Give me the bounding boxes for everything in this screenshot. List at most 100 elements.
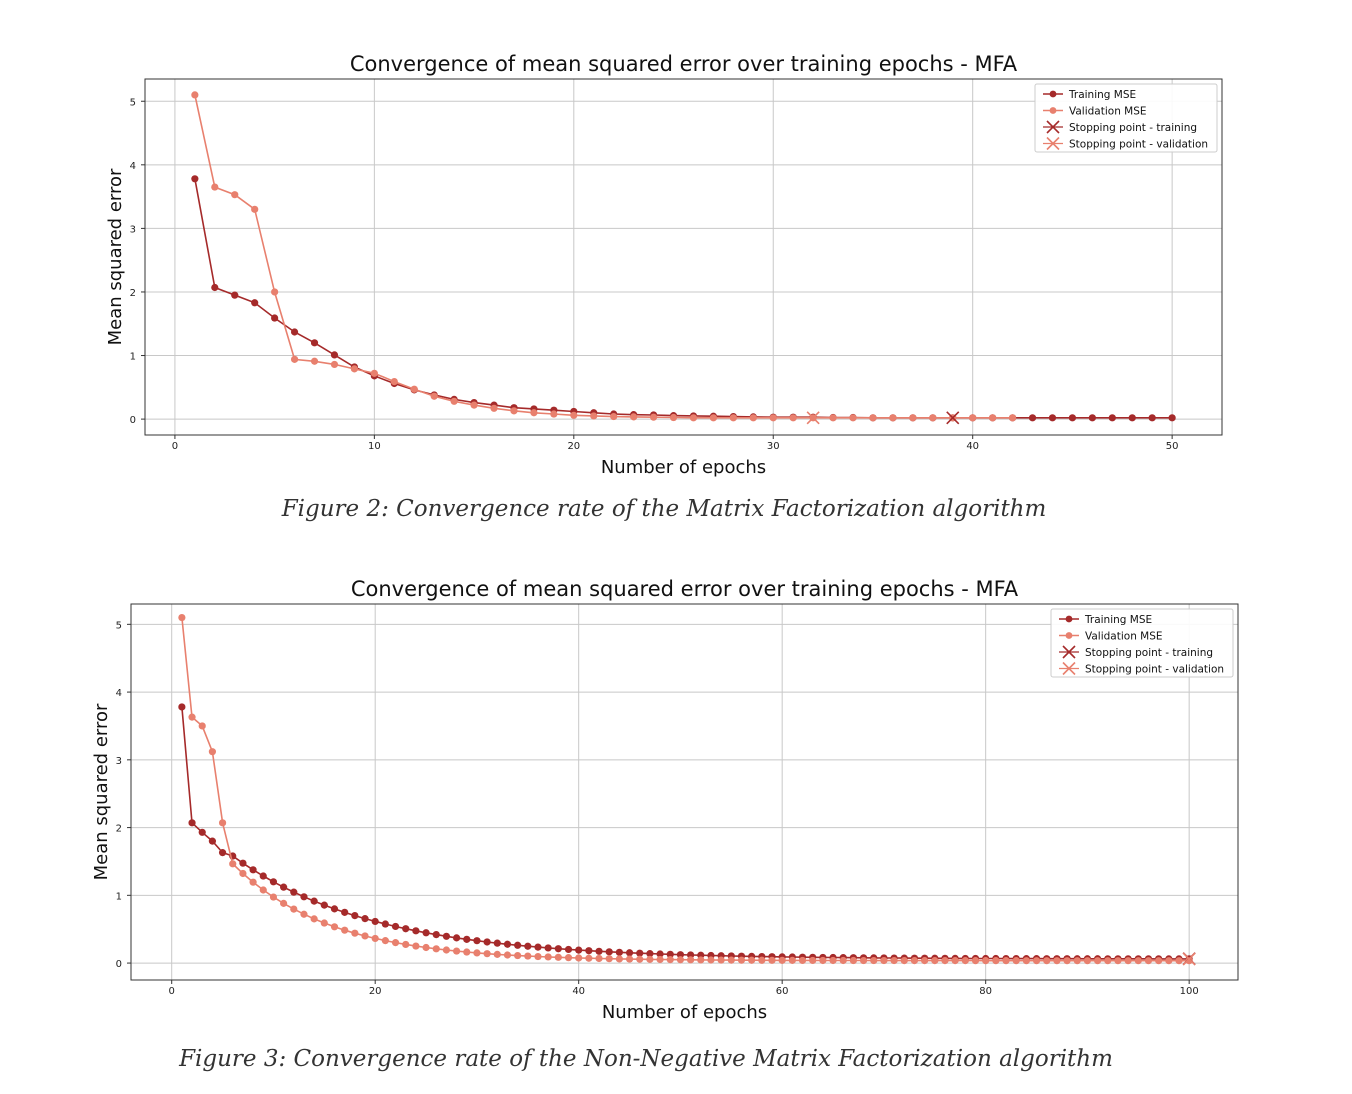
validation-line [194, 94, 1013, 419]
y-tick-label: 1 [116, 891, 122, 902]
legend-marker-stop-training [1046, 120, 1060, 134]
legend-marker-stop-validation [1046, 136, 1060, 151]
legend-label-stop-validation: Stopping point - validation [1069, 139, 1208, 151]
validation-point [550, 410, 558, 418]
validation-point [729, 414, 737, 422]
x-tick-label: 10 [368, 441, 381, 452]
validation-point [473, 949, 481, 957]
training-point [575, 946, 583, 954]
legend-box [1034, 83, 1218, 153]
training-point [330, 905, 339, 913]
training-point [1148, 414, 1156, 422]
validation-point [320, 919, 328, 927]
validation-point [788, 956, 796, 964]
validation-point [798, 956, 807, 965]
validation-point [910, 957, 919, 965]
validation-point [391, 939, 400, 947]
validation-point [829, 956, 837, 965]
legend-marker-training [1049, 90, 1057, 98]
y-tick-label: 4 [130, 161, 136, 172]
validation-point [503, 951, 512, 959]
training-point [251, 299, 259, 307]
validation-point [829, 414, 837, 422]
chart-nmf: Convergence of mean squared error over t… [91, 577, 1239, 1023]
training-point [381, 920, 389, 928]
validation-point [554, 953, 562, 961]
training-point [391, 922, 400, 931]
legend-marker-validation [1049, 107, 1057, 114]
training-point [310, 339, 319, 347]
y-tick-label: 0 [130, 415, 136, 426]
validation-point [819, 956, 827, 965]
training-point [534, 943, 542, 951]
validation-point [514, 951, 522, 960]
validation-point [412, 942, 420, 950]
validation-point [961, 957, 969, 965]
validation-point [280, 899, 288, 907]
training-point [341, 908, 349, 916]
validation-point [290, 355, 299, 363]
validation-point [208, 748, 216, 756]
series-stop-validation [1182, 952, 1196, 966]
validation-point [1155, 957, 1163, 965]
validation-point [251, 205, 259, 213]
series-training [191, 175, 1176, 422]
validation-point [1012, 957, 1020, 965]
training-point [432, 931, 440, 939]
training-point [290, 328, 299, 336]
validation-point [463, 948, 471, 956]
validation-point [769, 414, 777, 422]
series-stop-training [946, 411, 960, 425]
validation-point [749, 414, 757, 422]
training-point [239, 859, 247, 867]
validation-point [982, 957, 990, 965]
x-tick-label: 20 [567, 441, 580, 452]
legend-marker-validation [1065, 632, 1073, 639]
validation-point [992, 957, 1000, 965]
x-tick-label: 80 [979, 986, 992, 997]
validation-point [610, 412, 618, 421]
training-point [422, 929, 430, 937]
training-point [615, 948, 623, 956]
validation-point [371, 934, 379, 943]
training-point [191, 175, 199, 183]
validation-point [470, 401, 478, 409]
y-tick-label: 3 [116, 756, 122, 767]
training-point [351, 911, 359, 920]
validation-point [483, 950, 491, 958]
validation-point [341, 926, 349, 934]
training-point [188, 819, 196, 827]
training-point [300, 893, 308, 901]
series-training [178, 703, 1193, 963]
validation-point [590, 412, 598, 420]
validation-point [271, 288, 279, 296]
validation-point [1043, 957, 1051, 965]
training-point [280, 883, 288, 891]
y-tick-label: 3 [130, 224, 136, 235]
y-axis-label: Mean squared error [91, 703, 112, 880]
legend-label-stop-training: Stopping point - training [1069, 122, 1197, 134]
validation-point [1073, 957, 1081, 965]
validation-point [971, 957, 980, 965]
validation-point [649, 413, 658, 421]
validation-point [849, 956, 857, 965]
stop-training-point [946, 411, 960, 425]
figure-3-caption: Figure 3: Convergence rate of the Non-Ne… [179, 1046, 1113, 1072]
x-tick-label: 30 [767, 441, 780, 452]
validation-point [870, 956, 878, 965]
x-axis-label: Number of epochs [602, 1002, 767, 1023]
validation-point [1134, 957, 1142, 965]
validation-point [269, 893, 278, 901]
training-point [564, 945, 573, 954]
validation-point [1008, 414, 1017, 422]
validation-point [432, 945, 440, 953]
validation-point [300, 910, 308, 918]
validation-point [909, 414, 917, 422]
chart-matrix-factorization: Convergence of mean squared error over t… [105, 52, 1223, 478]
training-point [198, 828, 206, 836]
validation-point [575, 954, 583, 962]
validation-point [989, 414, 997, 422]
validation-point [809, 956, 817, 965]
training-line [181, 706, 1190, 960]
validation-line [181, 617, 1190, 962]
